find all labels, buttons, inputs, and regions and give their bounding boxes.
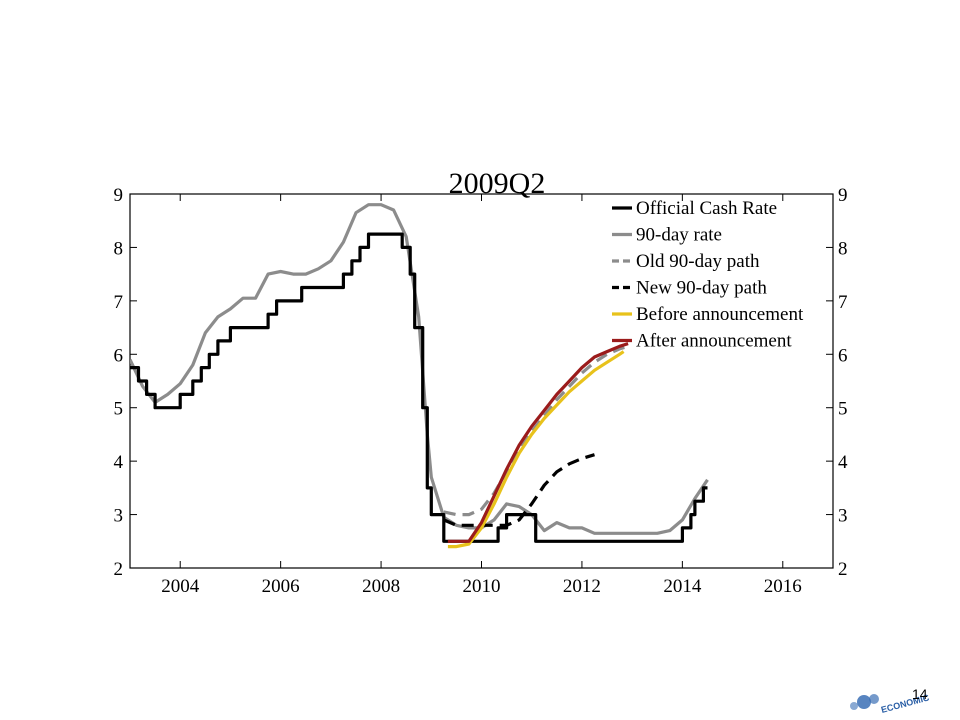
y-tick-label-right: 6	[838, 345, 848, 366]
right-axis: 2 3 4 5 6 7 8 9	[826, 185, 848, 580]
y-tick-label-right: 4	[838, 452, 848, 473]
y-tick-label-right: 8	[838, 238, 848, 259]
series-line-before-announcement	[447, 350, 625, 549]
x-tick-label: 2004	[161, 576, 200, 597]
x-tick-label: 2012	[563, 576, 601, 597]
y-tick-label-right: 5	[838, 399, 848, 420]
x-tick-label: 2014	[663, 576, 702, 597]
legend-label: Old 90-day path	[636, 251, 760, 272]
series-line-official-cash-rate	[130, 232, 708, 543]
legend-label: After announcement	[636, 331, 792, 352]
series-line-new-90-day-path	[443, 453, 595, 527]
y-tick-label-left: 7	[114, 292, 124, 313]
page-number: 14	[912, 686, 928, 702]
left-axis: 2 3 4 5 6 7 8 9	[114, 185, 137, 580]
y-tick-label-left: 3	[114, 506, 124, 527]
x-tick-label: 2008	[362, 576, 400, 597]
series-line-old-90-day-path	[443, 344, 629, 517]
y-tick-label-right: 9	[838, 185, 848, 206]
y-tick-label-right: 2	[838, 559, 848, 580]
x-tick-label: 2010	[463, 576, 501, 597]
legend: Official Cash Rate 90-day rate Old 90-day …	[612, 198, 804, 352]
y-tick-label-left: 2	[114, 559, 124, 580]
series-line-90-day-rate	[130, 203, 709, 535]
legend-label: 90-day rate	[636, 225, 722, 246]
y-tick-label-left: 5	[114, 399, 124, 420]
x-axis: 2004 2006 2008 2010 2012 2014 2016	[161, 194, 802, 597]
y-tick-label-left: 8	[114, 238, 124, 259]
legend-label: New 90-day path	[636, 278, 767, 299]
y-tick-label-left: 6	[114, 345, 124, 366]
chart-title: 2009Q2	[449, 167, 546, 200]
series-line-after-announcement	[447, 342, 629, 543]
series-layer	[130, 203, 709, 549]
y-tick-label-right: 3	[838, 506, 848, 527]
x-tick-label: 2006	[262, 576, 300, 597]
legend-label: Official Cash Rate	[636, 198, 777, 219]
y-tick-label-left: 4	[114, 452, 124, 473]
x-tick-label: 2016	[764, 576, 802, 597]
legend-label: Before announcement	[636, 304, 804, 325]
y-tick-label-right: 7	[838, 292, 848, 313]
y-tick-label-left: 9	[114, 185, 124, 206]
rbnz-logo-icon: ECONOMIC	[850, 692, 931, 715]
footer-logo: ECONOMIC 14	[842, 686, 960, 720]
